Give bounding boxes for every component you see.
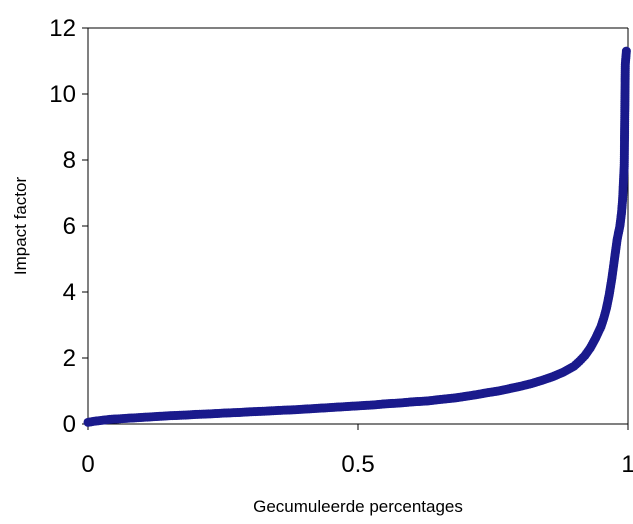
y-tick-label: 10 [49, 81, 76, 108]
x-axis-title: Gecumuleerde percentages [253, 497, 463, 516]
y-tick-label: 12 [49, 15, 76, 42]
data-point [621, 46, 631, 56]
y-tick-label: 0 [63, 411, 76, 438]
x-tick-label: 0.5 [341, 451, 374, 478]
y-tick-label: 4 [63, 279, 76, 306]
x-tick-label: 0 [81, 451, 94, 478]
y-axis-ticks: 0 2 4 6 8 10 12 [49, 15, 88, 438]
x-axis-ticks: 0 0.5 1 [81, 424, 633, 478]
x-tick-label: 1 [621, 451, 633, 478]
y-axis-title: Impact factor [11, 177, 30, 276]
y-tick-label: 8 [63, 147, 76, 174]
y-tick-label: 2 [63, 345, 76, 372]
y-tick-label: 6 [63, 213, 76, 240]
data-points [83, 46, 631, 427]
